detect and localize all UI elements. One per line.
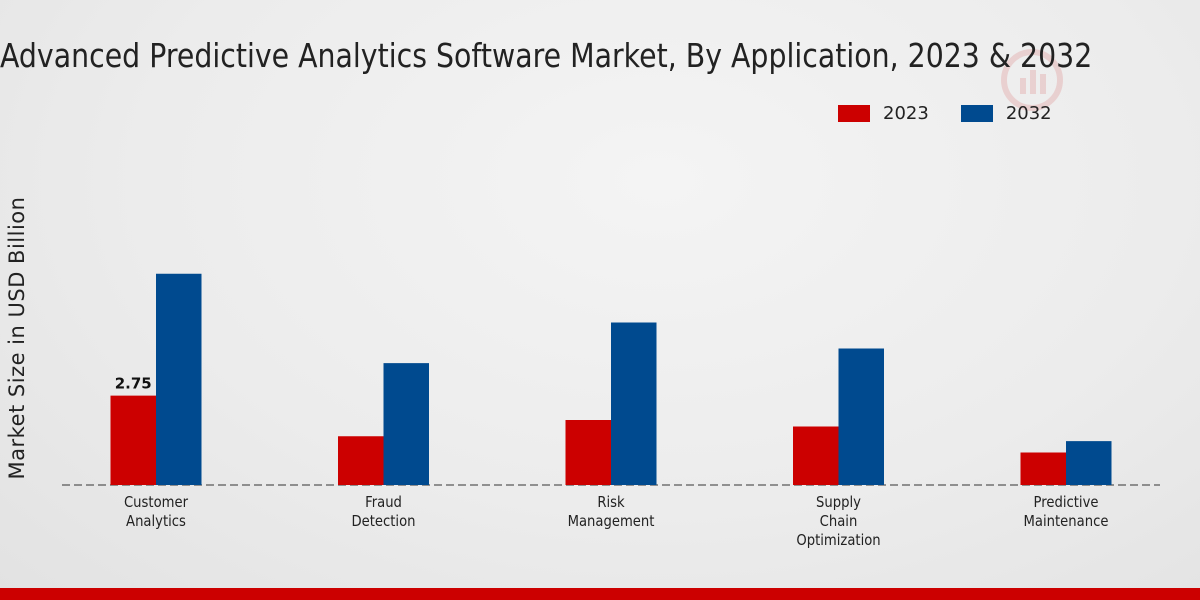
bar-2023-customer-analytics: [110, 395, 156, 485]
legend-item-2032: 2032: [960, 103, 1052, 124]
bar-2023-supply-chain-optimization: [793, 426, 839, 485]
legend-swatch-2032: [960, 105, 993, 122]
bar-2023-risk-management: [565, 420, 611, 485]
bar-2023-predictive-maintenance: [1020, 452, 1066, 485]
legend-swatch-2023: [838, 105, 870, 122]
x-tick-label-predictive-maintenance: Predictive Maintenance: [1024, 494, 1109, 530]
bar-2032-risk-management: [611, 322, 657, 485]
legend-label-2023: 2023: [883, 103, 929, 124]
bar-2023-fraud-detection: [338, 436, 384, 485]
watermark-logo-icon: [1001, 49, 1063, 111]
bar-2032-fraud-detection: [383, 363, 429, 485]
x-tick-label-risk-management: Risk Management: [568, 494, 655, 530]
bar-2032-predictive-maintenance: [1066, 441, 1112, 485]
legend-item-2023: 2023: [838, 103, 929, 124]
data-label-2.75: 2.75: [115, 375, 152, 393]
bar-2032-supply-chain-optimization: [838, 348, 884, 485]
bottom-accent-bar: [0, 588, 1200, 600]
legend-label-2032: 2032: [1005, 103, 1052, 124]
legend: 2023 2032: [838, 103, 1084, 124]
chart-title: Advanced Predictive Analytics Software M…: [0, 36, 1093, 75]
x-tick-label-customer-analytics: Customer Analytics: [124, 494, 188, 530]
x-tick-label-supply-chain-optimization: Supply Chain Optimization: [796, 494, 880, 549]
x-tick-label-fraud-detection: Fraud Detection: [351, 494, 415, 530]
bar-2032-customer-analytics: [156, 273, 202, 485]
